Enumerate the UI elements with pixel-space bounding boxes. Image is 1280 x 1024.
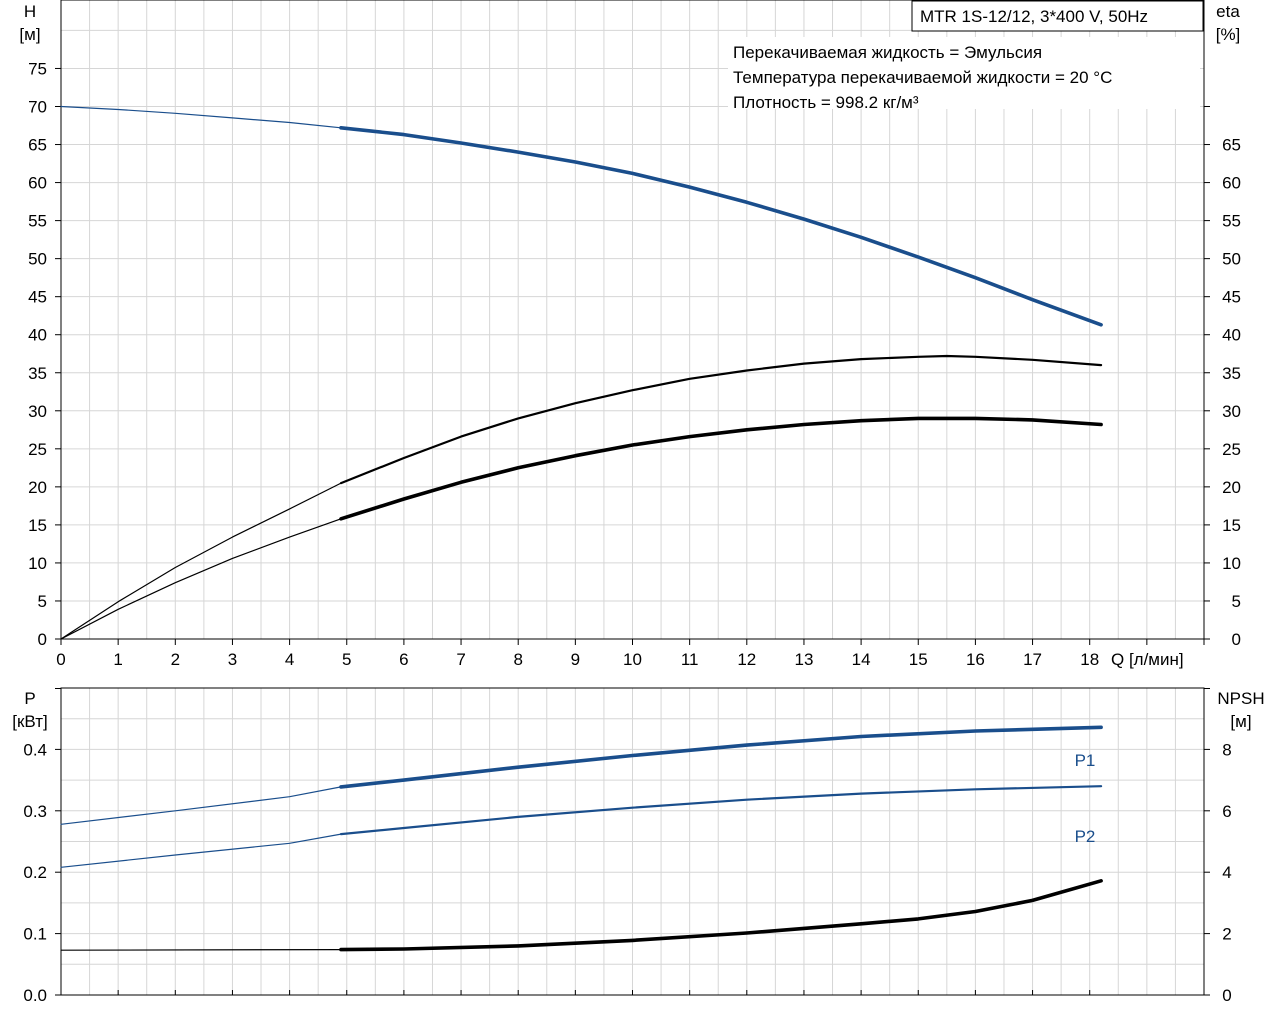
lower-curves [60, 725, 1103, 952]
x-tick-label: 4 [285, 650, 294, 669]
y-tick-label-left: 40 [28, 326, 47, 345]
x-tick-label: 18 [1080, 650, 1099, 669]
x-tick-label: 9 [571, 650, 580, 669]
lower-curve-1-normal [339, 785, 1103, 836]
upper-ticks: 0 1 2 3 4 5 6 7 8 9 10 11 12 13 14 15 16 17 18051015202530… [28, 59, 1241, 669]
lower-grid [61, 688, 1204, 995]
y-tick-label-left: 20 [28, 478, 47, 497]
x-tick-label: 7 [456, 650, 465, 669]
x-tick-label: 13 [794, 650, 813, 669]
y-tick-label-left: 65 [28, 136, 47, 155]
x-tick-label: 12 [737, 650, 756, 669]
x-tick-label: 3 [228, 650, 237, 669]
upper-curve-1-thin [60, 482, 342, 640]
x-tick-label: 16 [966, 650, 985, 669]
lower-curve-0-thin [60, 786, 342, 825]
y-tick-label-left: 30 [28, 402, 47, 421]
y-tick-label-left: 5 [38, 592, 47, 611]
y-tick-label-left: 60 [28, 174, 47, 193]
y-tick-label-left: 0.1 [23, 925, 47, 944]
lower-ticks: 0.0 0.1 0.2 0.3 0.4 0 2 4 6 8 [23, 688, 1232, 1005]
y-tick-label-left: 0 [38, 630, 47, 649]
fluid-info-line-3: Плотность = 998.2 кг/м³ [733, 93, 919, 112]
y-tick-label-right: 0 [1222, 986, 1231, 1005]
y-tick-label-left: 0.4 [23, 740, 47, 759]
fluid-info-line-2: Температура перекачиваемой жидкости = 20… [733, 68, 1112, 87]
lower-left-axis-unit: [кВт] [12, 712, 47, 731]
y-tick-label-right: 10 [1222, 554, 1241, 573]
y-tick-label-right: 20 [1222, 478, 1241, 497]
y-tick-label-right: 25 [1222, 440, 1241, 459]
upper-right-axis-label: eta [1216, 2, 1240, 21]
y-tick-label-right: 15 [1222, 516, 1241, 535]
y-tick-label-left: 75 [28, 59, 47, 78]
y-tick-label-right: 0 [1232, 630, 1241, 649]
y-tick-label-left: 55 [28, 212, 47, 231]
y-tick-label-right: 30 [1222, 402, 1241, 421]
x-tick-label: 10 [623, 650, 642, 669]
y-tick-label-left: 0.2 [23, 863, 47, 882]
y-tick-label-right: 50 [1222, 250, 1241, 269]
y-tick-label-left: 25 [28, 440, 47, 459]
upper-chart: 0 1 2 3 4 5 6 7 8 9 10 11 12 13 14 15 16 17 18051015202530… [19, 0, 1241, 670]
y-tick-label-right: 60 [1222, 174, 1241, 193]
lower-curve-2-thin [60, 949, 342, 951]
y-tick-label-right: 45 [1222, 288, 1241, 307]
series-label-p2: P2 [1075, 827, 1096, 846]
y-tick-label-left: 45 [28, 288, 47, 307]
y-tick-label-left: 70 [28, 98, 47, 117]
y-tick-label-left: 10 [28, 554, 47, 573]
upper-left-axis-label: H [24, 2, 36, 21]
x-tick-label: 2 [171, 650, 180, 669]
x-tick-label: 11 [681, 650, 699, 669]
y-tick-label-right: 65 [1222, 136, 1241, 155]
upper-curves [60, 105, 1103, 640]
y-tick-label-left: 50 [28, 250, 47, 269]
lower-curve-0-bold [339, 725, 1103, 789]
y-tick-label-right: 40 [1222, 326, 1241, 345]
y-tick-label-right: 5 [1232, 592, 1241, 611]
lower-right-axis-unit: [м] [1230, 712, 1251, 731]
upper-grid [61, 0, 1204, 639]
upper-left-axis-unit: [м] [19, 25, 40, 44]
y-tick-label-right: 2 [1222, 925, 1231, 944]
y-tick-label-right: 8 [1222, 740, 1231, 759]
x-tick-label: 17 [1023, 650, 1042, 669]
fluid-info-line-1: Перекачиваемая жидкость = Эмульсия [733, 43, 1042, 62]
upper-curve-0-bold [339, 126, 1103, 327]
y-tick-label-right: 4 [1222, 863, 1231, 882]
x-tick-label: 5 [342, 650, 351, 669]
x-axis-label-bg [1108, 646, 1202, 670]
y-tick-label-left: 35 [28, 364, 47, 383]
upper-curve-1-normal [339, 354, 1103, 485]
x-tick-label: 6 [399, 650, 408, 669]
fluid-info-box [728, 37, 1200, 109]
lower-right-axis-label: NPSH [1217, 689, 1264, 708]
y-tick-label-right: 6 [1222, 802, 1231, 821]
y-tick-label-left: 0.0 [23, 986, 47, 1005]
x-tick-label: 8 [513, 650, 522, 669]
chart-title-box [911, 0, 1204, 32]
chart-title: MTR 1S-12/12, 3*400 V, 50Hz [920, 7, 1148, 26]
y-tick-label-right: 35 [1222, 364, 1241, 383]
y-tick-label-right: 55 [1222, 212, 1241, 231]
lower-curve-1-thin [60, 833, 342, 868]
upper-curve-0-thin [60, 105, 342, 129]
upper-right-axis-unit: [%] [1216, 25, 1241, 44]
x-tick-label: 0 [56, 650, 65, 669]
lower-left-axis-label: P [24, 689, 35, 708]
upper-curve-2-thin [60, 518, 342, 640]
x-axis-label: Q [л/мин] [1111, 650, 1184, 669]
x-tick-label: 1 [113, 650, 122, 669]
series-label-p1: P1 [1075, 751, 1096, 770]
x-tick-label: 14 [852, 650, 871, 669]
x-tick-label: 15 [909, 650, 928, 669]
lower-curve-2-bold [339, 879, 1103, 952]
y-tick-label-left: 15 [28, 516, 47, 535]
y-tick-label-left: 0.3 [23, 802, 47, 821]
upper-curve-2-bold [339, 416, 1103, 521]
lower-chart: 0.0 0.1 0.2 0.3 0.4 0 2 4 6 8 P [кВт] NPSH [м] P1… [12, 687, 1265, 1005]
